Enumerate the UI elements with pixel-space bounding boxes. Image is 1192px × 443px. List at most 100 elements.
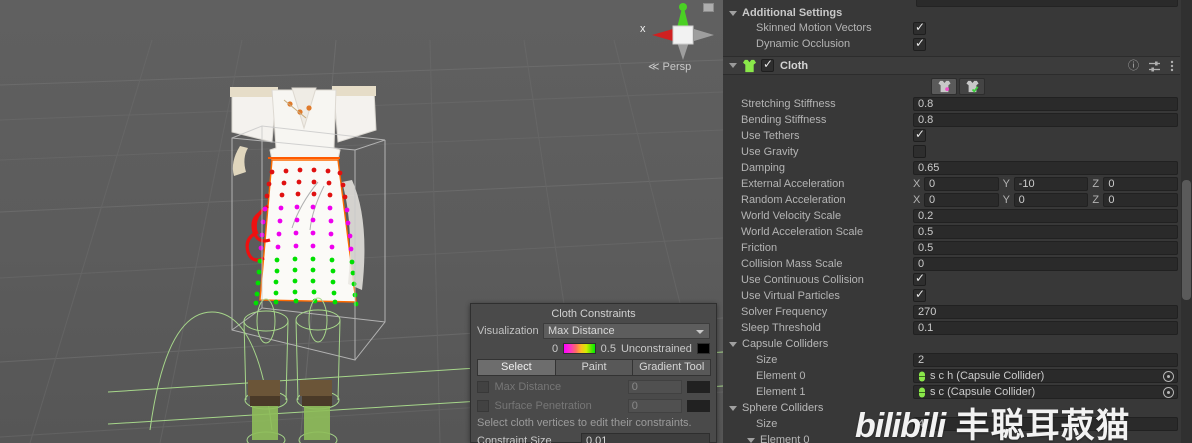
axis-x-label: X: [913, 178, 921, 190]
dynamic-occlusion-checkbox[interactable]: [913, 36, 926, 51]
capsule-element-1-object-field[interactable]: s c (Capsule Collider): [913, 385, 1178, 399]
cloth-vertices-red: [264, 167, 348, 200]
preset-icon[interactable]: [1149, 61, 1160, 72]
surface-penetration-label: Surface Penetration: [494, 399, 592, 412]
scene-orientation-gizmo[interactable]: x: [640, 2, 723, 74]
sphere-element-0-foldout[interactable]: Element 0: [723, 432, 1180, 443]
cloth-constraints-panel[interactable]: Cloth Constraints Visualization Max Dist…: [470, 303, 717, 443]
capsule-colliders-size-field[interactable]: 2: [913, 353, 1178, 367]
use-gravity-label: Use Gravity: [741, 146, 799, 158]
row-random-acceleration: Random Acceleration X 0 Y 0 Z 0: [723, 192, 1180, 208]
row-use-gravity: Use Gravity: [723, 144, 1180, 160]
cloth-properties-list: Stretching Stiffness 0.8 Bending Stiffne…: [723, 96, 1180, 443]
unconstrained-color-swatch[interactable]: [696, 343, 710, 354]
scene-view[interactable]: x ≪ Persp Cloth Constraints Visualization…: [0, 0, 723, 443]
select-tool-button[interactable]: Select: [477, 359, 556, 376]
gradient-min-label: 0: [552, 342, 559, 355]
menu-icon[interactable]: [1170, 60, 1174, 72]
scene-projection-label[interactable]: ≪ Persp: [648, 61, 692, 73]
surface-penetration-field[interactable]: 0: [627, 398, 683, 413]
cloth-self-collision-icon[interactable]: [931, 78, 957, 95]
external-acceleration-y-field[interactable]: -10: [1013, 177, 1089, 191]
constraint-size-row: Constraint Size 0.01: [477, 432, 710, 443]
capsule-colliders-size-label: Size: [756, 354, 778, 366]
capsule-colliders-foldout[interactable]: Capsule Colliders: [723, 336, 1180, 352]
cloth-constraints-hint: Select cloth vertices to edit their cons…: [477, 417, 692, 429]
capsule-element-0-object-field[interactable]: s c h (Capsule Collider): [913, 369, 1178, 383]
sphere-colliders-foldout[interactable]: Sphere Colliders: [723, 400, 1180, 416]
max-distance-checkbox[interactable]: [477, 380, 489, 393]
cloth-component-header[interactable]: Cloth ⓘ: [723, 56, 1180, 75]
max-distance-row: Max Distance 0: [477, 378, 710, 395]
random-acceleration-y-field[interactable]: 0: [1013, 193, 1089, 207]
visualization-row: Visualization Max Distance: [477, 322, 710, 340]
object-picker-icon[interactable]: [1163, 387, 1174, 398]
dynamic-occlusion-label: Dynamic Occlusion: [756, 38, 851, 50]
object-picker-icon[interactable]: [1163, 371, 1174, 382]
row-use-continuous-collision: Use Continuous Collision: [723, 271, 1180, 288]
solver-frequency-field[interactable]: 270: [913, 305, 1178, 319]
constraint-size-field[interactable]: 0.01: [581, 433, 710, 443]
surface-penetration-color-swatch[interactable]: [687, 399, 710, 412]
foldout-triangle-icon: [729, 341, 737, 347]
visualization-dropdown[interactable]: Max Distance: [543, 323, 710, 339]
sphere-colliders-size-field[interactable]: 4: [913, 417, 1178, 431]
collision-mass-scale-field[interactable]: 0: [913, 257, 1178, 271]
collision-mass-scale-label: Collision Mass Scale: [741, 258, 843, 270]
row-external-acceleration: External Acceleration X 0 Y -10 Z 0: [723, 176, 1180, 192]
bending-stiffness-label: Bending Stiffness: [741, 114, 827, 126]
use-continuous-collision-checkbox[interactable]: [913, 271, 926, 286]
external-acceleration-z-field[interactable]: 0: [1103, 177, 1179, 191]
max-distance-field[interactable]: 0: [627, 379, 683, 394]
random-acceleration-label: Random Acceleration: [741, 194, 846, 206]
damping-label: Damping: [741, 162, 786, 174]
stretching-stiffness-field[interactable]: 0.8: [913, 97, 1178, 111]
row-sphere-colliders-size: Size 4: [723, 416, 1180, 432]
bending-stiffness-field[interactable]: 0.8: [913, 113, 1178, 127]
capsule-collider-icon: [919, 387, 925, 397]
cloth-enable-checkbox[interactable]: [761, 57, 774, 72]
previous-object-field-partial[interactable]: [916, 0, 1178, 7]
gizmo-axis-z: [694, 29, 714, 41]
skinned-motion-vectors-checkbox[interactable]: [913, 20, 926, 35]
surface-penetration-checkbox[interactable]: [477, 399, 489, 412]
use-tethers-checkbox[interactable]: [913, 127, 926, 142]
external-acceleration-x-field[interactable]: 0: [924, 177, 999, 191]
scene-view-toolbar-button[interactable]: [703, 3, 714, 12]
additional-settings-foldout[interactable]: Additional Settings: [723, 4, 1180, 22]
world-acceleration-scale-label: World Acceleration Scale: [741, 226, 864, 238]
sphere-colliders-size-label: Size: [756, 418, 778, 430]
help-icon[interactable]: ⓘ: [1128, 60, 1139, 72]
use-virtual-particles-checkbox[interactable]: [913, 287, 926, 302]
sphere-element-0-label: Element 0: [760, 434, 810, 443]
surface-penetration-row: Surface Penetration 0: [477, 397, 710, 414]
inspector-panel[interactable]: Additional Settings Skinned Motion Vecto…: [723, 0, 1192, 443]
sphere-colliders-title: Sphere Colliders: [742, 402, 824, 414]
inspector-scrollbar-thumb[interactable]: [1182, 180, 1191, 300]
damping-field[interactable]: 0.65: [913, 161, 1178, 175]
random-acceleration-z-field[interactable]: 0: [1103, 193, 1179, 207]
world-velocity-scale-field[interactable]: 0.2: [913, 209, 1178, 223]
max-distance-color-swatch[interactable]: [687, 380, 710, 393]
gradient-legend-row: 0 0.5 Unconstrained: [477, 340, 710, 357]
chevron-down-icon: [696, 330, 704, 334]
friction-field[interactable]: 0.5: [913, 241, 1178, 255]
world-acceleration-scale-field[interactable]: 0.5: [913, 225, 1178, 239]
gizmo-axis-y: [677, 4, 689, 28]
sleep-threshold-field[interactable]: 0.1: [913, 321, 1178, 335]
cloth-constraints-icon[interactable]: [959, 78, 985, 95]
random-acceleration-x-field[interactable]: 0: [924, 193, 999, 207]
row-solver-frequency: Solver Frequency 270: [723, 304, 1180, 320]
cloth-mesh-model[interactable]: [0, 0, 723, 443]
paint-tool-button[interactable]: Paint: [554, 359, 634, 376]
max-distance-label: Max Distance: [494, 380, 562, 393]
gradient-tool-button[interactable]: Gradient Tool: [632, 359, 712, 376]
gradient-max-label: 0.5: [600, 342, 616, 355]
row-sleep-threshold: Sleep Threshold 0.1: [723, 320, 1180, 336]
row-skinned-motion-vectors: Skinned Motion Vectors: [723, 20, 1180, 36]
capsule-element-1-value: s c (Capsule Collider): [930, 386, 1036, 398]
external-acceleration-vector3: X 0 Y -10 Z 0: [913, 177, 1179, 191]
use-gravity-checkbox[interactable]: [913, 145, 926, 158]
axis-x-label: X: [913, 194, 921, 206]
solver-frequency-label: Solver Frequency: [741, 306, 828, 318]
